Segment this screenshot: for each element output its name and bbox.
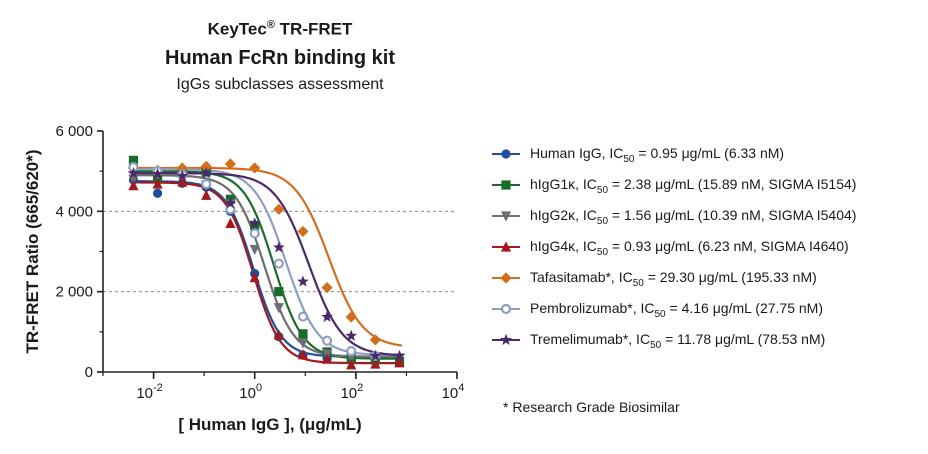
data-point <box>297 225 309 238</box>
data-point <box>321 310 333 322</box>
data-point <box>249 244 260 256</box>
data-point <box>152 188 163 198</box>
legend-marker <box>501 180 511 190</box>
data-point <box>128 155 139 165</box>
brand-title: KeyTec® TR-FRET <box>207 19 353 39</box>
legend-marker <box>500 241 512 252</box>
data-point <box>346 346 357 357</box>
legend-marker <box>500 303 512 315</box>
chart-subtitle: IgGs subclasses assessment <box>176 75 384 93</box>
data-point <box>370 358 381 369</box>
legend-label: hIgG4κ, IC50 = 0.93 μg/mL (6.23 nM, SIGM… <box>530 238 849 258</box>
data-point <box>273 303 284 314</box>
product-title: Human FcRn binding kit <box>165 46 395 69</box>
legend-label: Human IgG, IC50 = 0.95 μg/mL (6.33 nM) <box>530 145 785 165</box>
data-point <box>369 349 382 361</box>
data-series <box>127 166 406 361</box>
data-point <box>249 162 261 174</box>
y-tick-label: 0 <box>85 364 93 381</box>
data-point <box>322 335 333 346</box>
legend-swatch <box>492 333 520 346</box>
data-point <box>322 353 333 364</box>
legend-label: Tafasitamab*, IC50 = 29.30 μg/mL (195.33… <box>530 269 817 289</box>
data-point <box>200 160 212 172</box>
legend-marker <box>500 272 512 284</box>
data-point <box>249 228 260 239</box>
data-point <box>152 178 163 189</box>
data-point <box>321 282 333 294</box>
data-point <box>345 329 358 341</box>
data-point <box>273 203 285 215</box>
data-point <box>273 329 284 340</box>
data-series <box>128 170 405 364</box>
data-point <box>297 338 309 349</box>
data-point <box>201 189 212 200</box>
legend-marker <box>500 211 512 222</box>
legend-swatch <box>492 272 520 284</box>
legend-label: hIgG2κ, IC50 = 1.56 μg/mL (10.39 nM, SIG… <box>530 207 857 227</box>
legend-swatch <box>492 241 520 252</box>
x-tick-label: 104 <box>442 382 465 402</box>
data-point <box>273 258 284 269</box>
data-point <box>297 275 309 287</box>
data-point <box>151 167 164 179</box>
fit-curve <box>130 166 403 347</box>
fit-curve <box>130 168 403 357</box>
x-tick-label: 100 <box>239 382 262 402</box>
data-point <box>272 241 285 253</box>
legend-label: Pembrolizumab*, IC50 = 4.16 μg/mL (27.75… <box>530 300 823 320</box>
data-point <box>249 272 260 283</box>
data-point <box>297 349 309 360</box>
legend-label: hIgG1κ, IC50 = 2.38 μg/mL (15.89 nM, SIG… <box>530 176 857 196</box>
data-point <box>224 197 237 209</box>
fit-curve <box>130 174 403 358</box>
legend-swatch <box>492 303 520 315</box>
legend-label: Tremelimumab*, IC50 = 11.78 μg/mL (78.53… <box>530 331 826 351</box>
data-point <box>127 166 140 179</box>
data-point <box>345 311 357 323</box>
data-series <box>128 176 405 370</box>
y-tick-label: 6 000 <box>55 123 93 140</box>
data-point <box>248 217 261 229</box>
data-point <box>297 311 309 322</box>
data-point <box>200 166 213 179</box>
data-point <box>274 287 284 297</box>
legend-swatch <box>492 180 520 190</box>
data-point <box>298 329 308 339</box>
data-point <box>369 334 381 346</box>
data-point <box>394 357 405 368</box>
data-point <box>225 217 236 228</box>
data-point <box>176 169 189 181</box>
y-tick-label: 4 000 <box>55 203 93 220</box>
fit-curve <box>130 170 403 360</box>
registered-mark: ® <box>266 19 275 31</box>
x-tick-label: 102 <box>340 382 363 402</box>
x-tick-label: 10-2 <box>136 382 162 402</box>
footnote: * Research Grade Biosimilar <box>503 399 680 415</box>
data-point <box>128 180 139 191</box>
legend-swatch <box>492 211 520 222</box>
data-point <box>393 349 406 361</box>
chart-title-block: KeyTec® TR-FRET Human FcRn binding kit I… <box>60 14 500 97</box>
data-point <box>224 158 236 170</box>
data-point <box>346 359 357 370</box>
fit-curve <box>130 172 403 357</box>
data-point <box>201 178 212 190</box>
legend-marker <box>501 149 511 159</box>
legend-swatch <box>492 149 520 159</box>
fit-curve <box>130 181 403 365</box>
y-tick-label: 2 000 <box>55 284 93 301</box>
legend-marker <box>500 333 512 346</box>
x-axis-label: [ Human IgG ], (μg/mL) <box>178 415 361 434</box>
data-point <box>177 176 188 187</box>
dose-response-chart: 0 2 000 4 000 6 000 10-2 100 102 104 TR-FRET Rat… <box>23 123 465 434</box>
y-axis-label: TR-FRET Ratio (665/620*) <box>23 149 42 353</box>
